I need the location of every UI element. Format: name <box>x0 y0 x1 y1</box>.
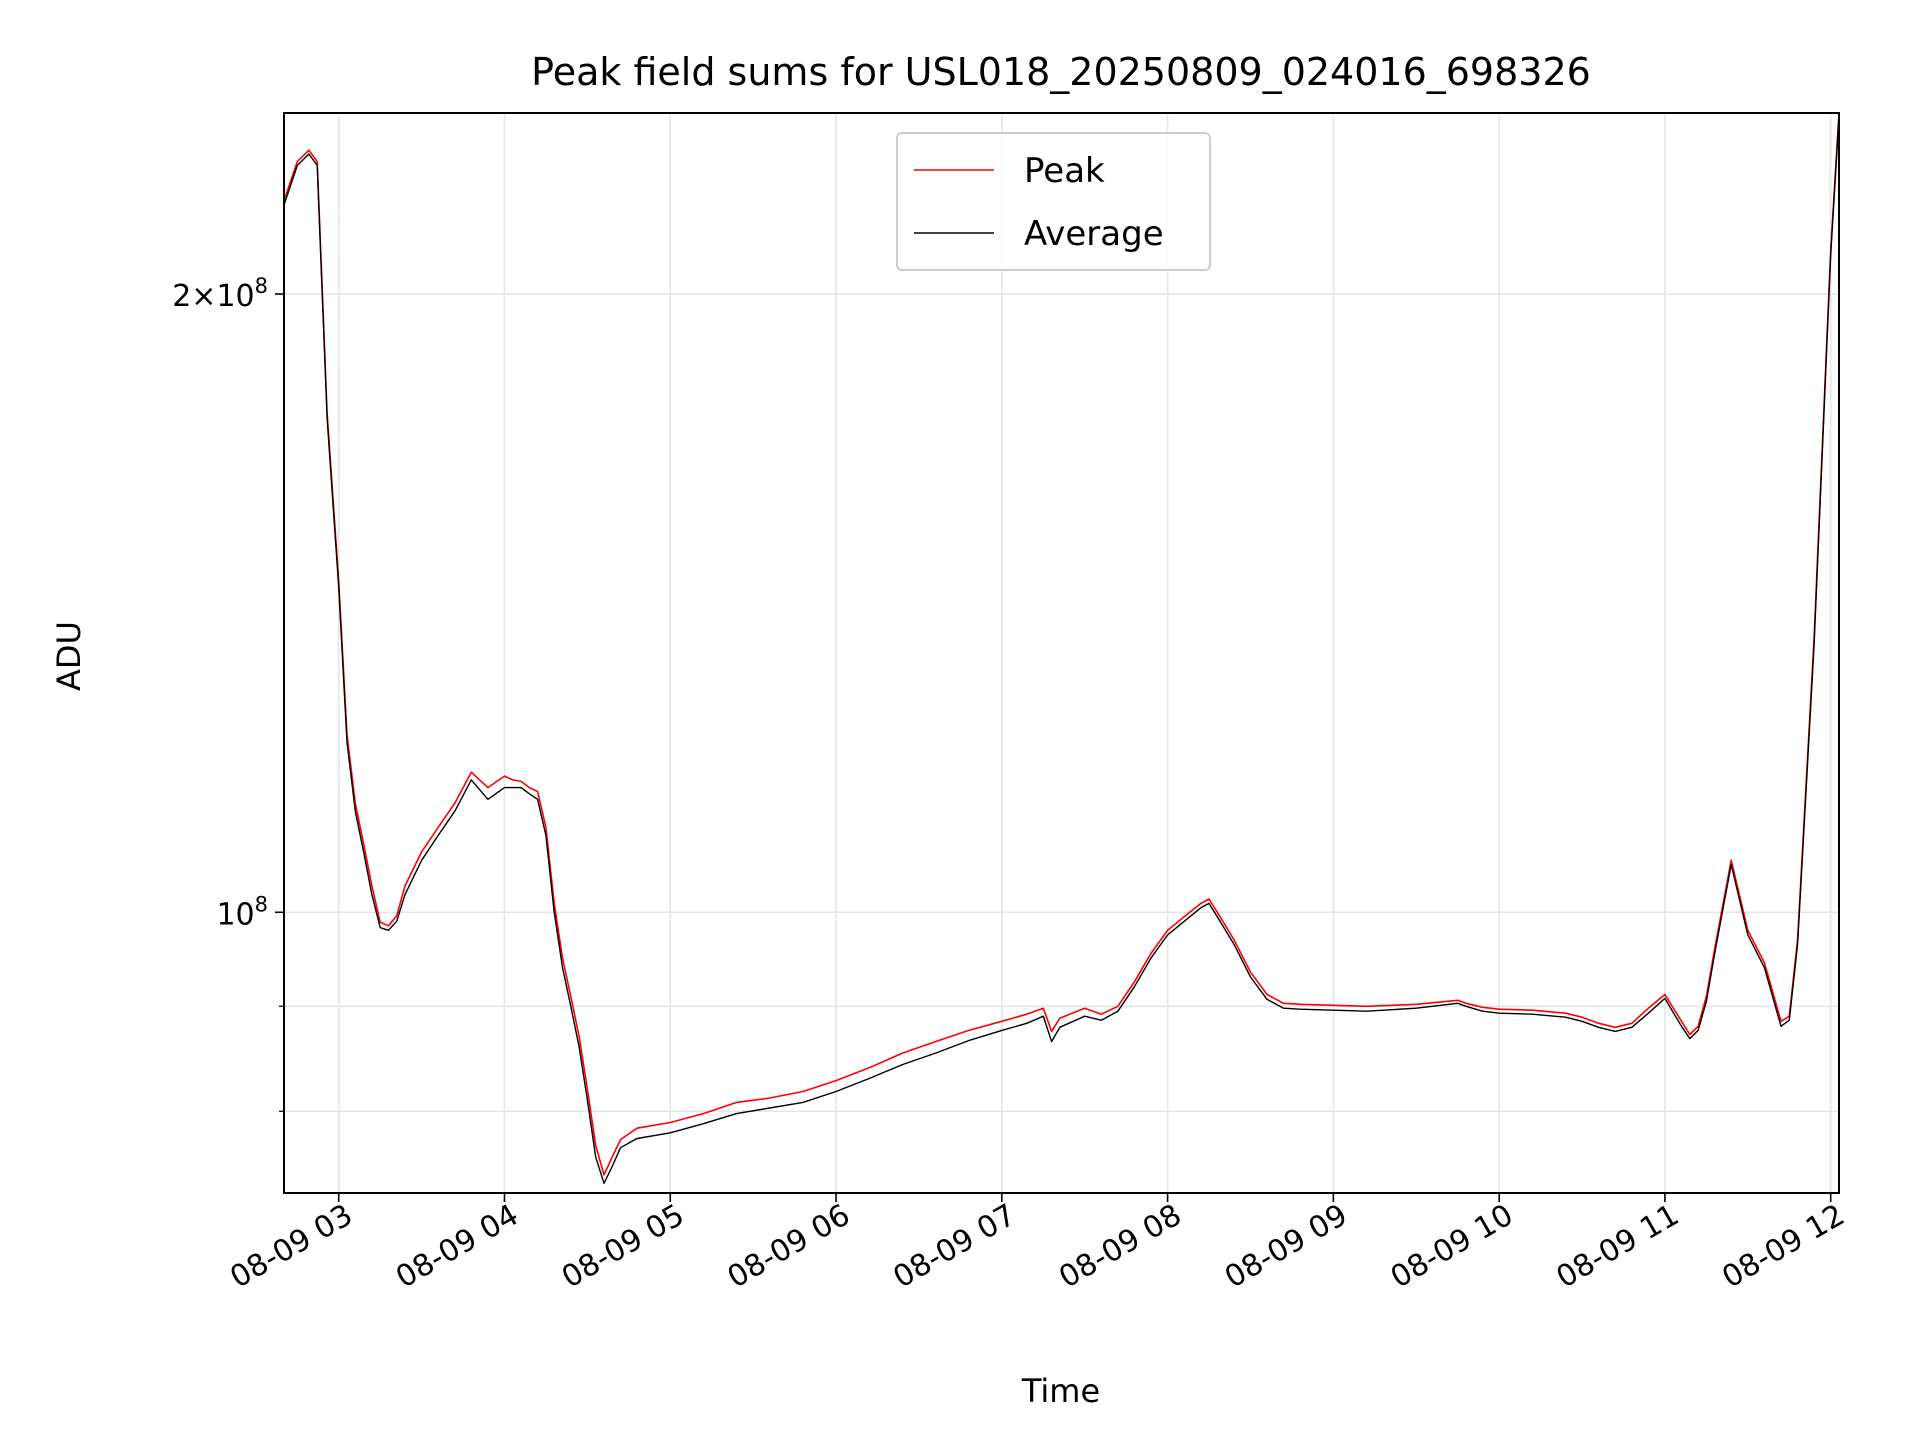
series-line-average <box>284 116 1839 1185</box>
y-tick-label: 108 <box>216 892 268 932</box>
chart-title: Peak field sums for USL018_20250809_0240… <box>531 50 1591 94</box>
series-line-peak <box>284 113 1839 1176</box>
legend-box <box>896 132 1211 271</box>
series-layer <box>284 113 1839 1185</box>
plot-frame <box>283 112 1840 1194</box>
legend-label-peak: Peak <box>1024 151 1105 191</box>
y-axis-label: ADU <box>50 621 88 691</box>
grid <box>284 113 1839 1193</box>
legend-label-average: Average <box>1024 214 1164 254</box>
legend: Peak Average <box>896 132 1211 271</box>
y-tick-label: 2×108 <box>172 274 268 314</box>
x-axis-label: Time <box>1021 1372 1100 1410</box>
